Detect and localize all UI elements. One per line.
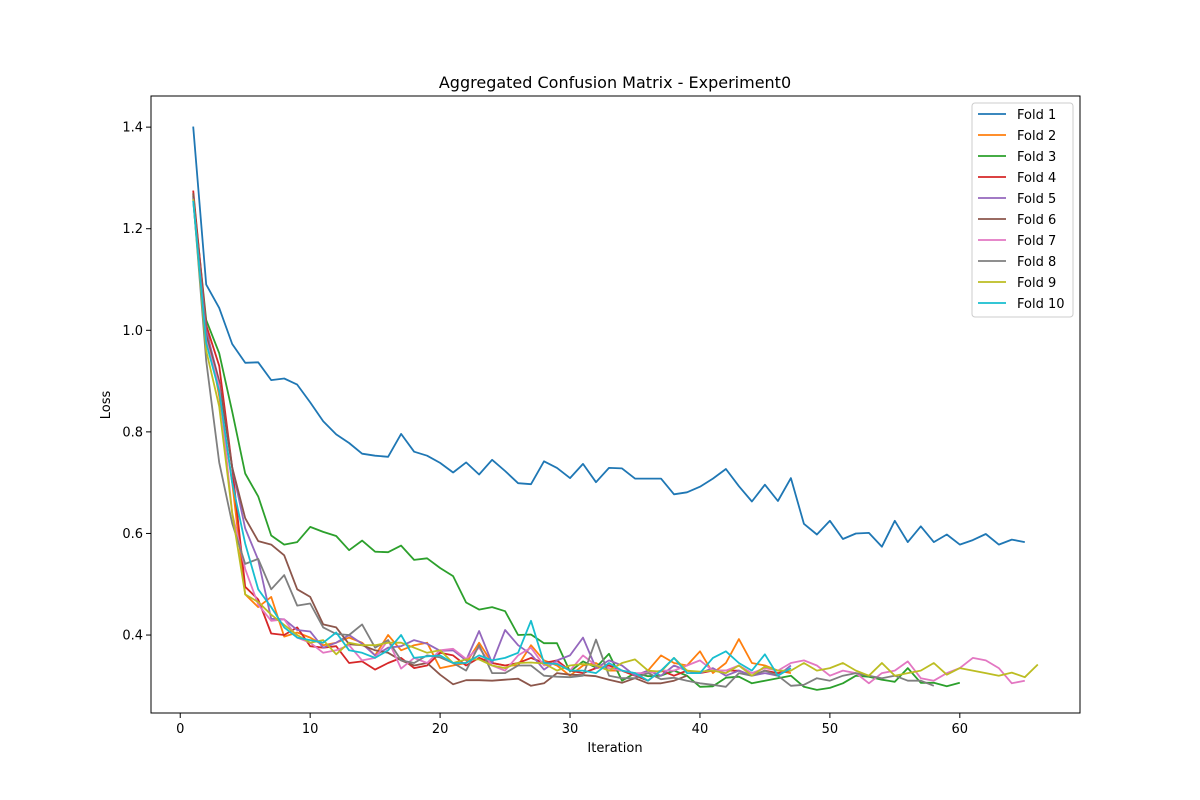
legend-label: Fold 7 — [1017, 234, 1056, 249]
x-tick-label: 40 — [692, 722, 709, 737]
series-line-fold-7 — [192, 200, 1025, 685]
x-tick-label: 20 — [432, 722, 449, 737]
series-line-fold-8 — [192, 198, 935, 688]
legend-label: Fold 5 — [1017, 192, 1056, 207]
x-axis: 0 10 20 30 40 50 60 — [176, 713, 968, 737]
series-line-fold-10 — [192, 200, 792, 682]
x-tick-label: 50 — [822, 722, 839, 737]
x-axis-label: Iteration — [587, 741, 642, 756]
legend-label: Fold 1 — [1017, 108, 1056, 123]
y-tick-label: 0.4 — [122, 629, 143, 644]
y-tick-label: 1.2 — [122, 222, 143, 237]
series-line-fold-3 — [192, 195, 961, 691]
x-tick-label: 30 — [562, 722, 579, 737]
legend: Fold 1 Fold 2 Fold 3 Fold 4 Fold 5 Fold 6 Fold… — [971, 102, 1074, 318]
legend-label: Fold 6 — [1017, 213, 1056, 228]
chart-title: Aggregated Confusion Matrix - Experiment… — [439, 73, 791, 92]
y-tick-label: 0.8 — [122, 425, 143, 440]
legend-label: Fold 8 — [1017, 255, 1056, 270]
legend-label: Fold 2 — [1017, 129, 1056, 144]
y-axis-label: Loss — [99, 391, 114, 420]
legend-label: Fold 9 — [1017, 276, 1056, 291]
series-line-fold-1 — [192, 126, 1025, 548]
x-tick-label: 60 — [952, 722, 969, 737]
x-tick-label: 10 — [302, 722, 319, 737]
series-line-fold-6 — [192, 193, 688, 687]
series-lines — [192, 126, 1039, 691]
y-tick-label: 1.0 — [122, 324, 143, 339]
x-tick-label: 0 — [176, 722, 184, 737]
legend-label: Fold 3 — [1017, 150, 1056, 165]
plot-frame — [150, 95, 1081, 714]
y-tick-label: 1.4 — [122, 121, 143, 136]
legend-label: Fold 4 — [1017, 171, 1056, 186]
y-axis: 0.4 0.6 0.8 1.0 1.2 1.4 — [122, 121, 151, 644]
y-tick-label: 0.6 — [122, 527, 143, 542]
legend-label: Fold 10 — [1017, 297, 1065, 312]
